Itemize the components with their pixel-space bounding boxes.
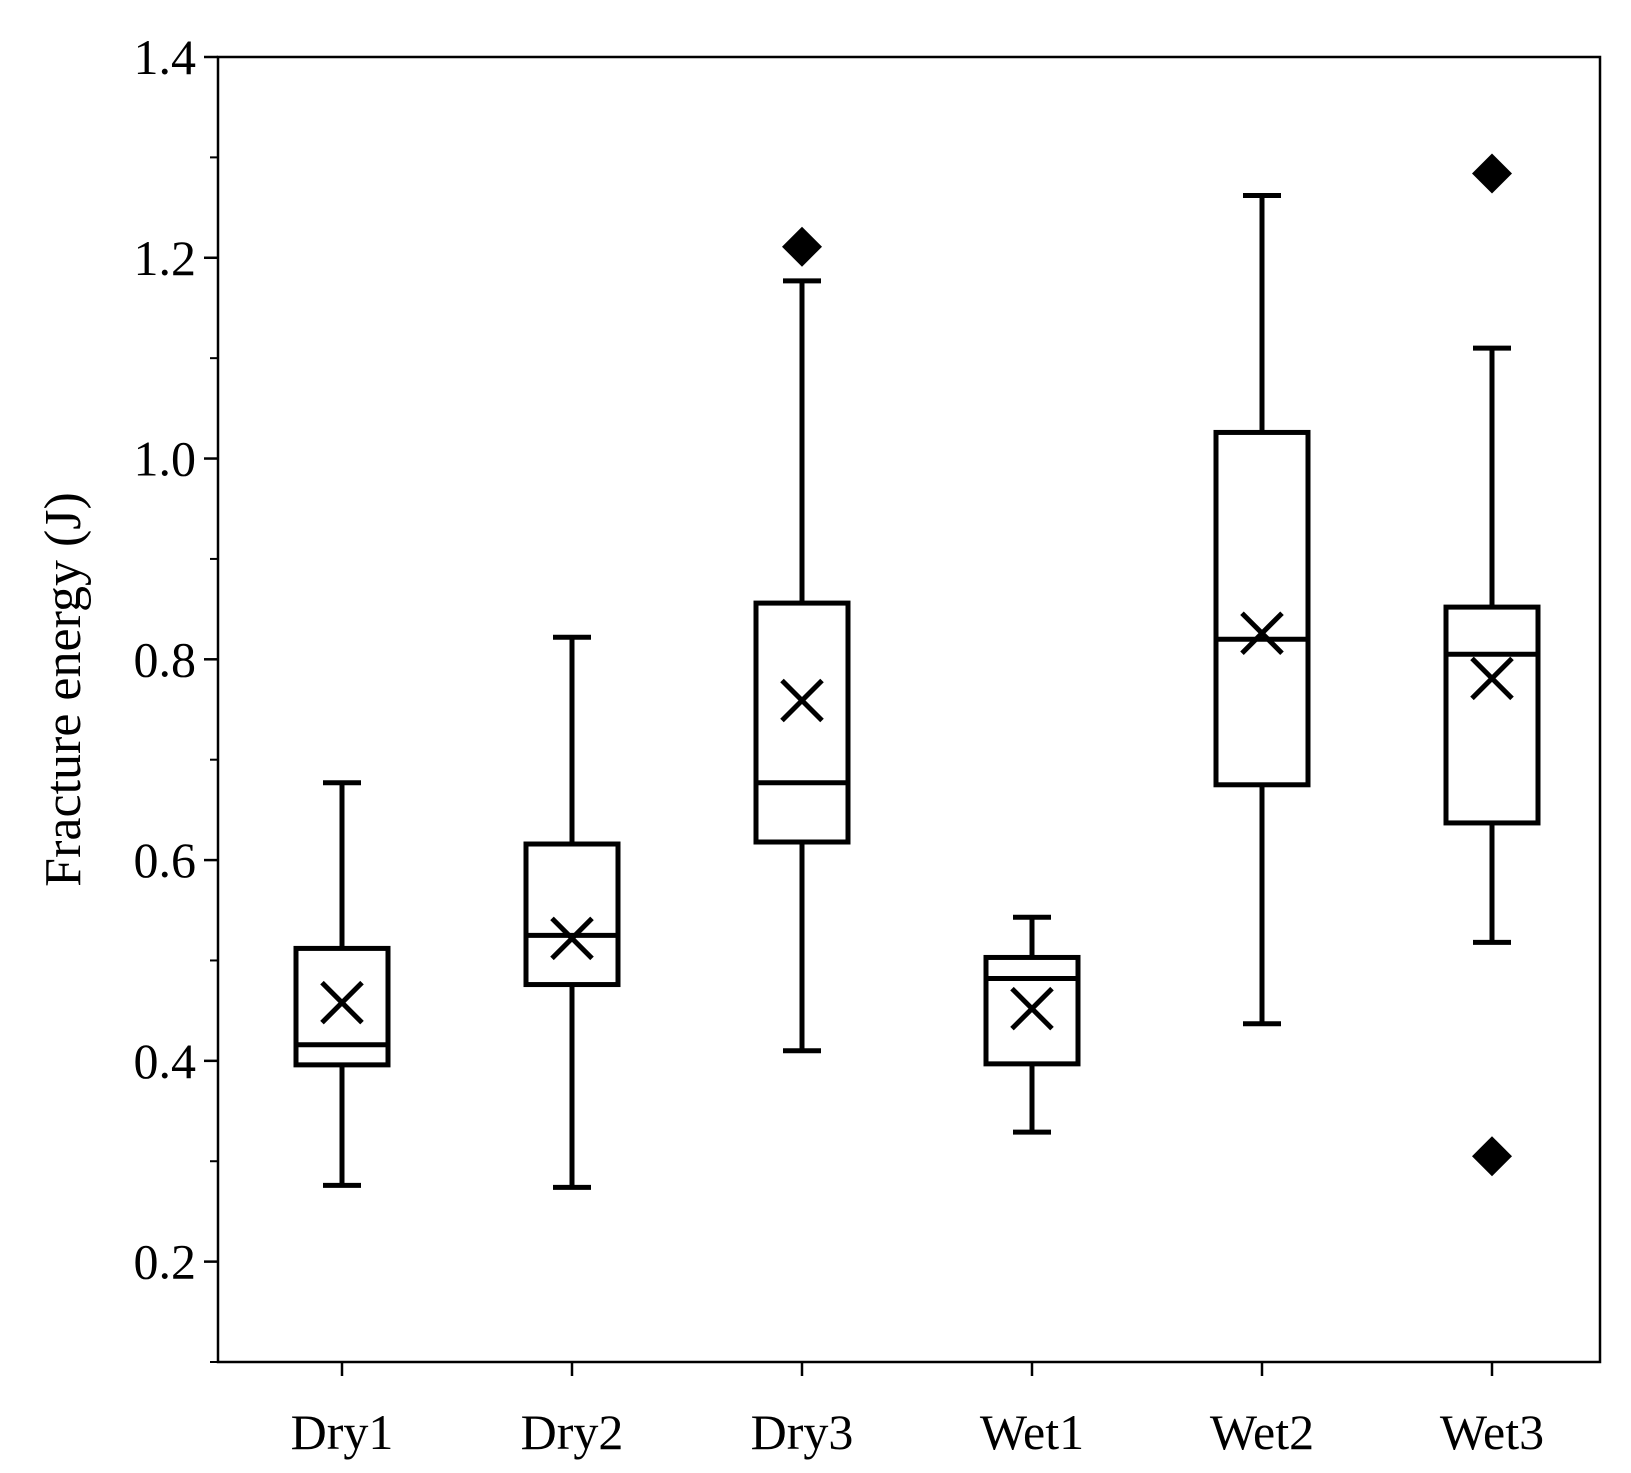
y-axis-title: Fracture energy (J): [35, 492, 92, 887]
box-wet2: [1213, 193, 1311, 1027]
box-dry3: [753, 226, 851, 1054]
iqr-box: [293, 945, 391, 1068]
x-tick-label: Dry3: [751, 1404, 854, 1460]
mean-x-mark: [1240, 611, 1284, 655]
boxes-group: [293, 153, 1541, 1190]
box-dry2: [523, 634, 621, 1190]
x-axis: Dry1 Dry2 Dry3 Wet1 Wet2 Wet3: [291, 1362, 1544, 1460]
outlier-diamond: [1472, 1136, 1512, 1177]
outlier-diamond: [1472, 153, 1512, 194]
y-tick-label: 1.0: [134, 431, 197, 487]
iqr-box: [1443, 604, 1541, 826]
box-wet3: [1443, 153, 1541, 1177]
iqr-box: [523, 841, 621, 988]
y-tick-label: 1.2: [134, 230, 197, 286]
y-tick-label: 0.2: [134, 1234, 197, 1290]
x-tick-label: Wet1: [980, 1404, 1084, 1460]
x-tick-label: Wet3: [1440, 1404, 1544, 1460]
iqr-box: [753, 600, 851, 845]
box-dry1: [293, 780, 391, 1188]
x-tick-label: Dry1: [291, 1404, 394, 1460]
mean-x-mark: [1470, 656, 1514, 701]
box-wet1: [983, 914, 1081, 1135]
x-tick-label: Wet2: [1210, 1404, 1314, 1460]
iqr-box: [1213, 429, 1311, 788]
y-axis: 0.2 0.4 0.6 0.8 1.0 1.2 1.4: [134, 29, 218, 1363]
mean-x-stroke: [1240, 611, 1284, 655]
plot-frame-group: [216, 55, 1602, 1364]
mean-x-stroke: [1010, 986, 1054, 1031]
mean-x-mark: [320, 980, 364, 1025]
mean-x-stroke: [550, 916, 594, 961]
mean-x-stroke: [1470, 656, 1514, 701]
outlier-diamond: [782, 226, 822, 267]
y-tick-label: 0.6: [134, 832, 197, 888]
mean-x-mark: [550, 916, 594, 961]
mean-x-mark: [780, 678, 824, 723]
y-tick-label: 0.4: [134, 1033, 197, 1089]
mean-x-stroke: [780, 678, 824, 723]
mean-x-stroke: [320, 980, 364, 1025]
mean-x-mark: [1010, 986, 1054, 1031]
y-tick-label: 0.8: [134, 631, 197, 687]
y-tick-label: 1.4: [134, 29, 197, 85]
plot-frame: [216, 55, 1602, 1364]
x-tick-label: Dry2: [521, 1404, 624, 1460]
